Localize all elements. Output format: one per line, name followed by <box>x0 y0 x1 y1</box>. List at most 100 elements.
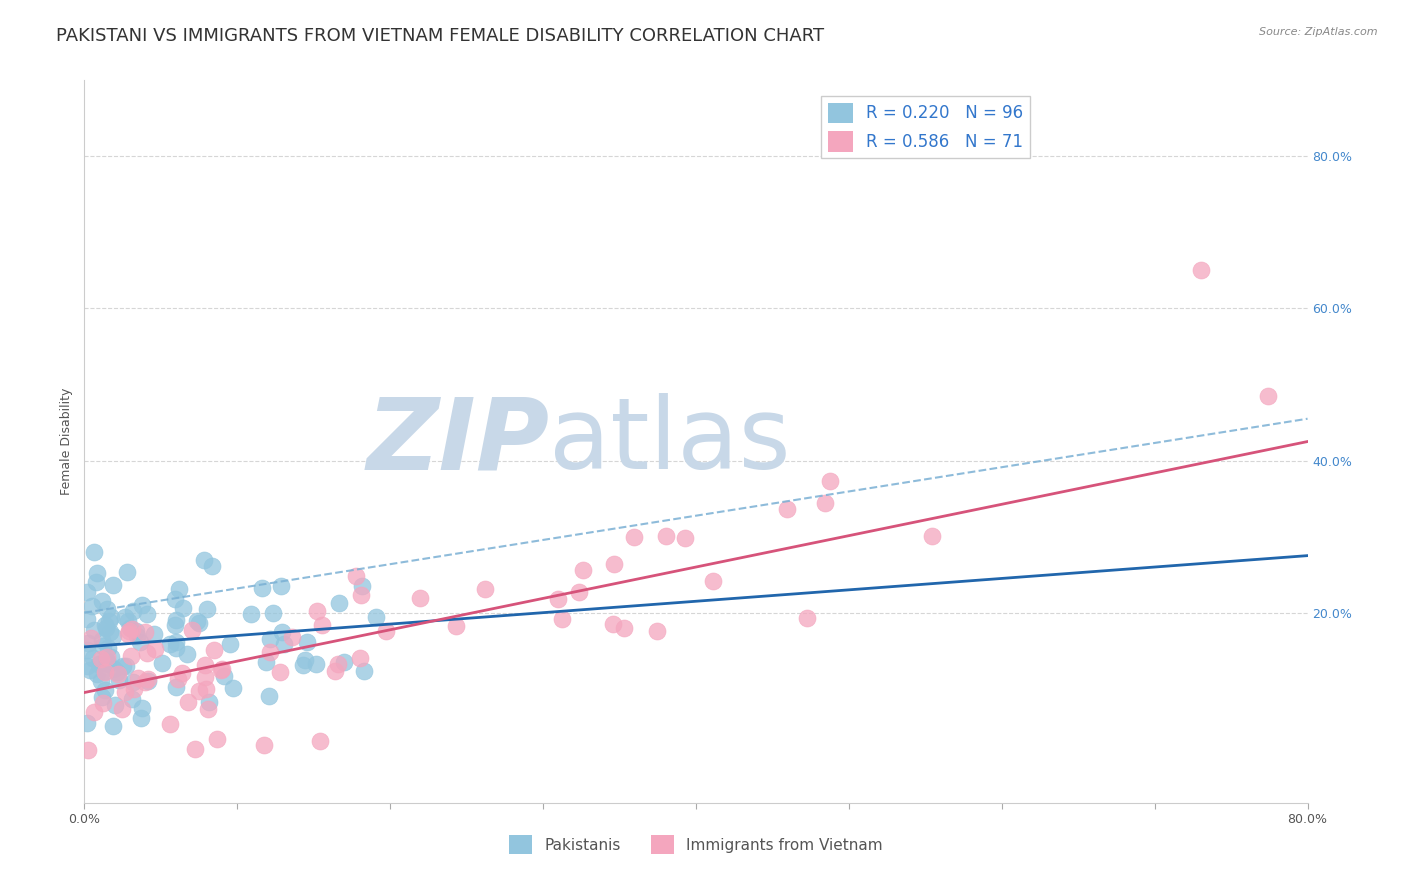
Point <box>77 742 100 756</box>
Point <box>796 611 818 625</box>
Point <box>76 716 98 731</box>
Point <box>84 574 107 589</box>
Point <box>211 662 233 676</box>
Point <box>344 568 367 582</box>
Point <box>108 673 131 688</box>
Point <box>295 634 318 648</box>
Point <box>114 659 136 673</box>
Point <box>176 647 198 661</box>
Point <box>259 645 281 659</box>
Point <box>655 529 678 543</box>
Point <box>353 664 375 678</box>
Point <box>150 656 173 670</box>
Point <box>269 665 291 679</box>
Point <box>159 717 181 731</box>
Point <box>127 629 149 643</box>
Point <box>262 606 284 620</box>
Point <box>1257 389 1279 403</box>
Point <box>86 667 108 681</box>
Point <box>118 624 141 639</box>
Point <box>776 502 799 516</box>
Point <box>76 585 98 599</box>
Point <box>96 655 118 669</box>
Text: ZIP: ZIP <box>366 393 550 490</box>
Point <box>186 614 208 628</box>
Point <box>603 557 626 571</box>
Point <box>142 627 165 641</box>
Point <box>165 641 187 656</box>
Point <box>366 610 388 624</box>
Point <box>188 684 211 698</box>
Point <box>136 673 159 688</box>
Point <box>311 618 333 632</box>
Point <box>114 685 136 699</box>
Point <box>83 623 105 637</box>
Point <box>76 612 98 626</box>
Point <box>105 665 128 679</box>
Point <box>121 692 143 706</box>
Point <box>271 624 294 639</box>
Point <box>281 630 304 644</box>
Point <box>304 657 326 671</box>
Point <box>350 579 373 593</box>
Point <box>125 624 148 639</box>
Point <box>97 641 120 656</box>
Point <box>1189 263 1212 277</box>
Point <box>259 632 281 646</box>
Point <box>96 621 118 635</box>
Point <box>101 719 124 733</box>
Point <box>90 690 112 705</box>
Point <box>103 662 125 676</box>
Point <box>82 651 104 665</box>
Point <box>91 633 114 648</box>
Point <box>120 649 142 664</box>
Point <box>134 625 156 640</box>
Point <box>253 738 276 752</box>
Point <box>101 629 124 643</box>
Point <box>129 711 152 725</box>
Point <box>177 695 200 709</box>
Y-axis label: Female Disability: Female Disability <box>60 388 73 495</box>
Point <box>143 642 166 657</box>
Point <box>222 681 245 695</box>
Point <box>200 558 222 573</box>
Point <box>136 672 159 686</box>
Point <box>568 585 591 599</box>
Point <box>100 610 122 624</box>
Point <box>474 582 496 597</box>
Point <box>350 588 373 602</box>
Point <box>129 634 152 648</box>
Point <box>198 695 221 709</box>
Point <box>219 637 242 651</box>
Point <box>159 637 181 651</box>
Point <box>93 618 115 632</box>
Point <box>169 582 191 597</box>
Point <box>165 680 187 694</box>
Point <box>100 650 122 665</box>
Point <box>257 689 280 703</box>
Point <box>131 700 153 714</box>
Point <box>83 544 105 558</box>
Point <box>91 639 114 653</box>
Point <box>921 529 943 543</box>
Point <box>90 673 112 688</box>
Point <box>193 553 215 567</box>
Point <box>197 702 219 716</box>
Point <box>111 702 134 716</box>
Point <box>252 581 274 595</box>
Point <box>550 612 572 626</box>
Point <box>270 579 292 593</box>
Point <box>117 627 139 641</box>
Point <box>188 615 211 630</box>
Point <box>135 607 157 621</box>
Text: PAKISTANI VS IMMIGRANTS FROM VIETNAM FEMALE DISABILITY CORRELATION CHART: PAKISTANI VS IMMIGRANTS FROM VIETNAM FEM… <box>56 27 824 45</box>
Point <box>117 614 139 628</box>
Point <box>184 742 207 756</box>
Point <box>673 531 696 545</box>
Point <box>239 607 262 621</box>
Point <box>256 656 278 670</box>
Point <box>83 705 105 719</box>
Point <box>163 618 186 632</box>
Point <box>87 657 110 671</box>
Point <box>623 530 645 544</box>
